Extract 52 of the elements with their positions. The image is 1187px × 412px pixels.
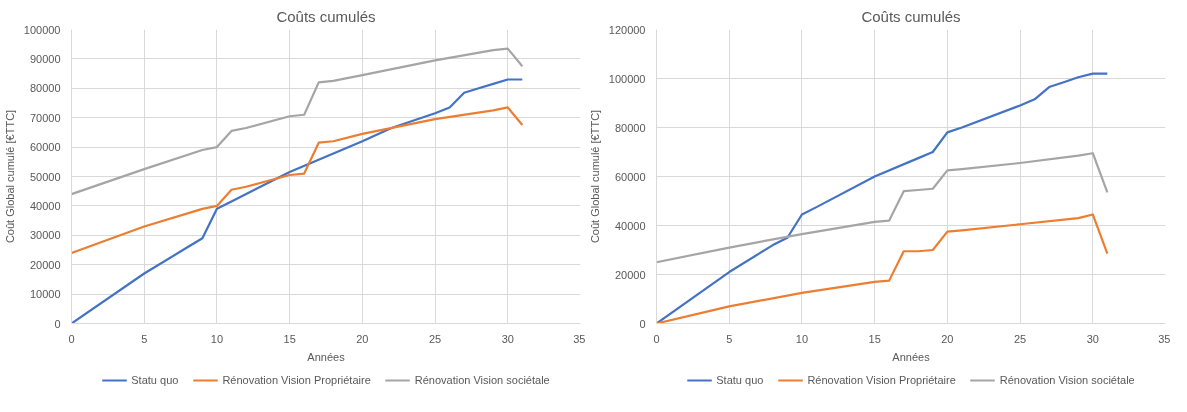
x-tick-label: 5 xyxy=(726,332,733,345)
legend-label: Rénovation Vision sociétale xyxy=(414,374,550,386)
x-tick-label: 30 xyxy=(1086,332,1099,345)
x-axis-title: Années xyxy=(307,350,346,363)
x-tick-label: 35 xyxy=(573,332,586,345)
legend-label: Rénovation Vision sociétale xyxy=(999,374,1135,386)
chart-title: Coûts cumulés xyxy=(276,7,376,25)
y-tick-label: 90000 xyxy=(29,52,61,65)
y-tick-label: 0 xyxy=(639,317,646,330)
legend-label: Rénovation Vision Propriétaire xyxy=(222,374,371,386)
x-tick-label: 20 xyxy=(356,332,369,345)
y-tick-label: 0 xyxy=(54,317,61,330)
x-tick-label: 25 xyxy=(428,332,442,345)
y-axis-title: Coût Global cumulé [€TTC] xyxy=(588,109,601,244)
y-tick-label: 120000 xyxy=(608,23,646,36)
x-tick-label: 10 xyxy=(210,332,224,345)
x-tick-label: 20 xyxy=(941,332,954,345)
y-tick-label: 100000 xyxy=(23,23,61,36)
legend-label: Rénovation Vision Propriétaire xyxy=(807,374,956,386)
line-series xyxy=(656,72,1109,324)
x-tick-label: 25 xyxy=(1013,332,1027,345)
line-series xyxy=(656,152,1109,264)
x-tick-label: 15 xyxy=(868,332,881,345)
y-tick-label: 100000 xyxy=(608,72,646,85)
line-series xyxy=(656,213,1109,324)
y-tick-label: 80000 xyxy=(29,82,61,95)
x-tick-label: 30 xyxy=(501,332,514,345)
y-tick-label: 60000 xyxy=(614,170,646,183)
x-tick-label: 35 xyxy=(1158,332,1171,345)
y-tick-label: 20000 xyxy=(29,258,61,271)
x-axis-title: Années xyxy=(892,350,931,363)
x-tick-label: 0 xyxy=(653,332,660,345)
legend-label: Statu quo xyxy=(131,374,179,386)
y-tick-label: 80000 xyxy=(614,121,646,134)
y-tick-label: 10000 xyxy=(29,288,61,301)
y-tick-label: 60000 xyxy=(29,141,61,154)
y-tick-label: 20000 xyxy=(614,268,646,281)
x-tick-label: 5 xyxy=(141,332,148,345)
legend-label: Statu quo xyxy=(716,374,764,386)
y-tick-label: 40000 xyxy=(614,219,646,232)
y-axis-title: Coût Global cumulé [€TTC] xyxy=(3,109,16,244)
y-tick-label: 70000 xyxy=(29,111,61,124)
chart-title: Coûts cumulés xyxy=(861,7,961,25)
x-tick-label: 0 xyxy=(68,332,75,345)
x-tick-label: 10 xyxy=(795,332,809,345)
y-tick-label: 40000 xyxy=(29,199,61,212)
y-tick-label: 50000 xyxy=(29,170,61,183)
x-tick-label: 15 xyxy=(283,332,296,345)
line-series xyxy=(71,106,524,255)
line-series xyxy=(71,78,524,324)
y-tick-label: 30000 xyxy=(29,229,61,242)
line-series xyxy=(71,47,524,196)
